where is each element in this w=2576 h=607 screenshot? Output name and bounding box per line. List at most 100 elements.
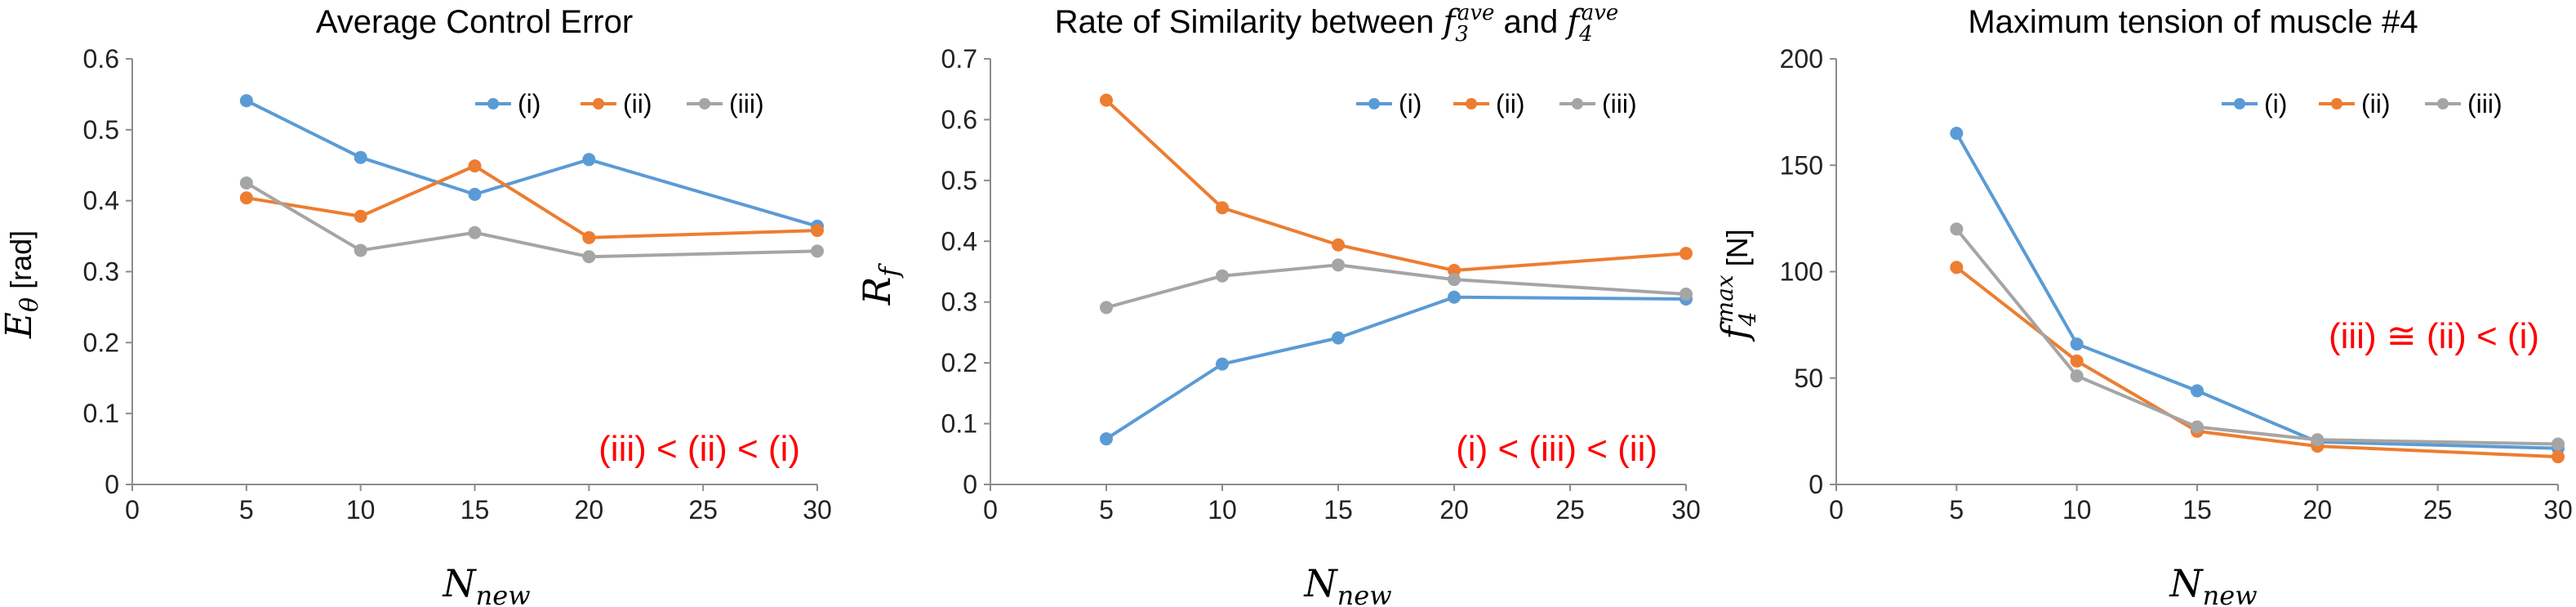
y-tick-label: 0.5 xyxy=(941,166,977,195)
y-tick-label: 0.4 xyxy=(941,226,977,256)
legend-label-ii: (ii) xyxy=(2361,89,2391,118)
y-tick-label: 150 xyxy=(1780,150,1823,180)
data-point-series-0 xyxy=(1448,290,1461,304)
data-point-series-2 xyxy=(1950,222,1964,236)
x-tick-label: 10 xyxy=(2062,495,2092,524)
data-point-series-2 xyxy=(1680,288,1693,301)
legend: (i) (ii) (iii) xyxy=(2222,89,2503,118)
data-point-series-0 xyxy=(1332,331,1345,345)
legend: (i) (ii) (iii) xyxy=(475,89,764,118)
legend-marker-i xyxy=(2234,98,2245,109)
chart-rate-of-similarity: Rate of Similarity between f3ave and f4a… xyxy=(855,1,1701,607)
x-tick-label: 0 xyxy=(125,495,140,524)
chart-average-control-error: Average Control Error Eθ [rad] Nnew 0 0.1… xyxy=(0,4,832,607)
x-tick-label: 30 xyxy=(2543,495,2573,524)
y-axis-label: Rf xyxy=(855,263,905,306)
x-tick-label: 0 xyxy=(1829,495,1844,524)
legend-marker-ii xyxy=(2331,98,2342,109)
x-tick-label: 15 xyxy=(460,495,490,524)
chart-title: Maximum tension of muscle #4 xyxy=(1968,4,2418,40)
y-tick-label: 0 xyxy=(1809,470,1823,499)
ranking-annotation: (iii) ≅ (ii) < (i) xyxy=(2329,316,2539,356)
y-tick-label: 0.4 xyxy=(83,186,119,216)
y-tick-label: 50 xyxy=(1794,364,1823,393)
data-point-series-0 xyxy=(2191,384,2204,398)
data-point-series-2 xyxy=(2311,433,2325,447)
y-tick-label: 0.1 xyxy=(83,399,119,428)
x-tick-label: 15 xyxy=(2182,495,2212,524)
data-point-series-2 xyxy=(354,243,367,257)
ranking-annotation: (iii) < (ii) < (i) xyxy=(598,429,800,469)
data-point-series-1 xyxy=(1216,201,1229,215)
x-tick-label: 10 xyxy=(1208,495,1237,524)
data-point-series-2 xyxy=(1100,301,1113,315)
y-tick-label: 0.7 xyxy=(941,44,977,74)
y-tick-label: 100 xyxy=(1780,257,1823,287)
data-point-series-1 xyxy=(2552,450,2565,464)
data-point-series-1 xyxy=(2070,354,2084,368)
legend-marker-ii xyxy=(1466,98,1477,109)
chart-title: Average Control Error xyxy=(316,4,633,40)
y-axis-label: f4max [N] xyxy=(1711,229,1761,341)
legend-label-iii: (iii) xyxy=(1602,89,1637,118)
x-tick-label: 25 xyxy=(1555,495,1585,524)
series-line-0 xyxy=(1105,295,1687,440)
data-point-series-2 xyxy=(582,250,596,264)
x-tick-label: 30 xyxy=(1671,495,1701,524)
x-tick-label: 5 xyxy=(1949,495,1964,524)
legend-marker-i xyxy=(1368,98,1380,109)
data-point-series-1 xyxy=(582,230,596,244)
data-point-series-2 xyxy=(1332,258,1345,272)
x-axis-label: Nnew xyxy=(442,561,530,607)
data-point-series-2 xyxy=(2191,420,2204,434)
y-tick-label: 0.6 xyxy=(83,44,119,74)
x-tick-label: 20 xyxy=(2303,495,2333,524)
legend: (i) (ii) (iii) xyxy=(1356,89,1637,118)
y-axis-label: Eθ [rad] xyxy=(0,230,44,339)
x-tick-label: 5 xyxy=(1099,495,1114,524)
legend-label-ii: (ii) xyxy=(623,89,652,118)
data-point-series-1 xyxy=(1448,264,1461,278)
x-tick-label: 30 xyxy=(803,495,832,524)
data-point-series-1 xyxy=(811,224,824,238)
legend-label-iii: (iii) xyxy=(2467,89,2503,118)
y-tick-label: 200 xyxy=(1780,44,1823,74)
data-point-series-0 xyxy=(354,150,367,164)
data-point-series-0 xyxy=(468,187,482,201)
data-point-series-2 xyxy=(811,244,824,258)
data-point-series-0 xyxy=(1100,432,1113,446)
legend-label-ii: (ii) xyxy=(1496,89,1525,118)
data-point-series-0 xyxy=(1216,357,1229,371)
series-line-1 xyxy=(1955,266,2559,459)
legend-marker-iii xyxy=(2437,98,2449,109)
y-tick-label: 0 xyxy=(963,470,977,499)
y-tick-label: 0.2 xyxy=(941,348,977,377)
x-axis-label: Nnew xyxy=(1303,561,1391,607)
data-point-series-0 xyxy=(1950,127,1964,141)
series-line-0 xyxy=(245,99,818,228)
data-point-series-0 xyxy=(582,153,596,167)
series-line-2 xyxy=(1106,263,1687,310)
ranking-annotation: (i) < (iii) < (ii) xyxy=(1456,429,1657,469)
data-point-series-1 xyxy=(239,191,253,205)
data-point-series-2 xyxy=(239,176,253,190)
series-line-2 xyxy=(245,181,818,259)
data-point-series-1 xyxy=(1332,238,1345,252)
y-tick-label: 0.1 xyxy=(941,409,977,439)
data-point-series-2 xyxy=(468,225,482,239)
data-point-series-1 xyxy=(354,209,367,223)
legend-label-iii: (iii) xyxy=(729,89,764,118)
chart-maximum-tension: Maximum tension of muscle #4 f4max [N] N… xyxy=(1711,4,2573,607)
x-tick-label: 25 xyxy=(2423,495,2453,524)
data-point-series-0 xyxy=(239,94,253,108)
legend-marker-ii xyxy=(593,98,604,109)
y-tick-label: 0.3 xyxy=(83,257,119,287)
legend-marker-iii xyxy=(699,98,710,109)
x-tick-label: 15 xyxy=(1324,495,1353,524)
series-line-0 xyxy=(1955,132,2559,450)
legend-label-i: (i) xyxy=(518,89,541,118)
x-tick-label: 20 xyxy=(575,495,604,524)
data-point-series-2 xyxy=(2070,369,2084,383)
legend-label-i: (i) xyxy=(2264,89,2287,118)
